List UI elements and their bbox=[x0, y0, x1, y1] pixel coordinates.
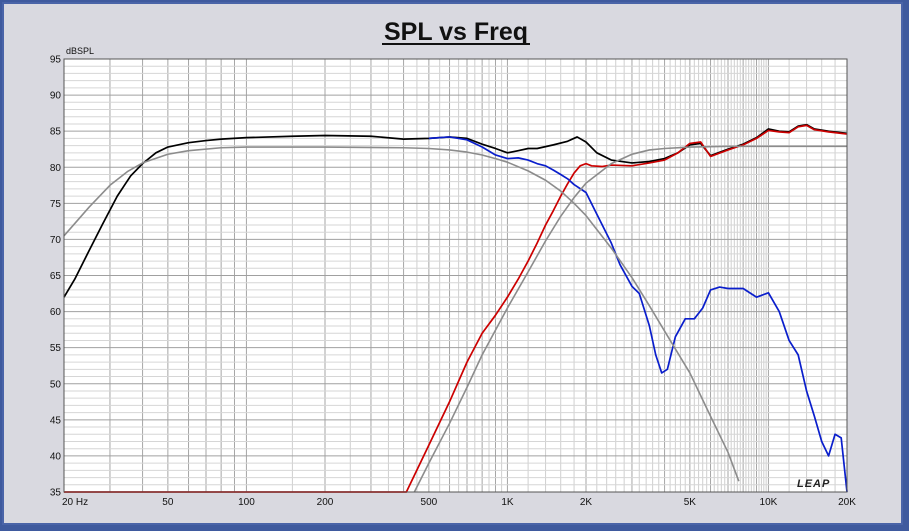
y-tick-label: 45 bbox=[50, 415, 62, 426]
y-tick-label: 70 bbox=[50, 235, 62, 246]
y-tick-label: 85 bbox=[50, 127, 62, 138]
series-line-2 bbox=[64, 124, 848, 493]
y-tick-label: 80 bbox=[50, 163, 62, 174]
chart-title: SPL vs Freq bbox=[384, 18, 528, 46]
x-tick-label: 50 bbox=[162, 497, 174, 508]
x-tick-label: 500 bbox=[421, 497, 438, 508]
x-tick-label: 2K bbox=[580, 497, 593, 508]
x-tick-label: 20K bbox=[838, 497, 856, 508]
y-tick-label: 55 bbox=[50, 343, 62, 354]
plot-border bbox=[63, 58, 848, 493]
chart-frame: SPL vs Freq dBSPL 95 90 85 80 75 70 65 60 55 50 45… bbox=[2, 2, 903, 525]
y-tick-label: 40 bbox=[50, 451, 62, 462]
y-axis-label: dBSPL bbox=[66, 46, 94, 56]
y-tick-label: 60 bbox=[50, 307, 62, 318]
series-line-5 bbox=[413, 145, 847, 493]
x-tick-label: 100 bbox=[238, 497, 255, 508]
spl-chart: SPL vs Freq dBSPL 95 90 85 80 75 70 65 60 55 50 45… bbox=[50, 18, 856, 509]
y-tick-label: 90 bbox=[50, 91, 62, 102]
y-tick-label: 95 bbox=[50, 55, 62, 66]
y-tick-label: 65 bbox=[50, 271, 62, 282]
series-line-4 bbox=[63, 146, 740, 482]
series-line-3 bbox=[428, 136, 848, 493]
x-tick-label: 1K bbox=[501, 497, 514, 508]
y-tick-label: 75 bbox=[50, 199, 62, 210]
leap-logo: LEAP bbox=[797, 478, 830, 490]
x-tick-label: 10K bbox=[760, 497, 778, 508]
x-tick-label: 5K bbox=[684, 497, 697, 508]
x-tick-label: 20 Hz bbox=[62, 497, 88, 508]
y-tick-label: 35 bbox=[50, 488, 62, 499]
y-tick-label: 50 bbox=[50, 379, 62, 390]
x-tick-label: 200 bbox=[317, 497, 334, 508]
